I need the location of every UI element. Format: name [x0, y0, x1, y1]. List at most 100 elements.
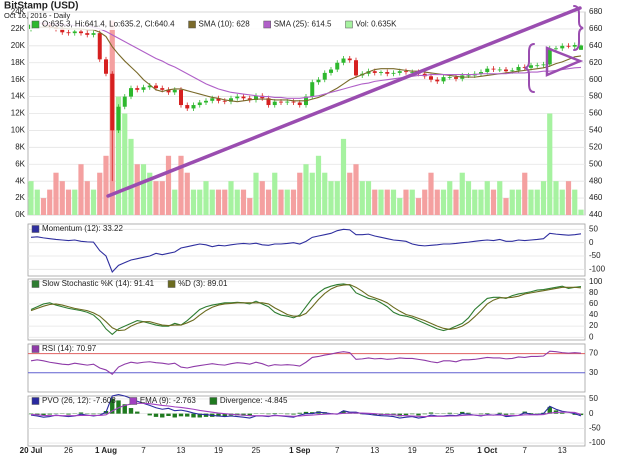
panel: [27, 343, 586, 393]
line: [31, 26, 582, 103]
volume-bar: [290, 189, 297, 215]
candle-body: [341, 58, 346, 63]
volume-bar: [278, 189, 284, 215]
line: [30, 21, 582, 99]
y-tick-label: 640: [589, 41, 603, 50]
volume-bar: [53, 172, 59, 215]
x-tick-label: 1 Aug: [95, 446, 117, 455]
y2-tick-label: 16K: [11, 75, 26, 84]
candle-body: [497, 69, 502, 71]
candle-body: [572, 44, 577, 47]
volume-bar: [134, 164, 140, 215]
legend-label: PVO (26, 12): -7.608: [42, 396, 116, 405]
volume-bar: [153, 181, 159, 215]
volume-bar: [65, 189, 72, 215]
candle-body: [110, 73, 115, 131]
volume-bar: [122, 113, 128, 215]
bar: [466, 412, 471, 414]
volume-bar: [215, 189, 222, 215]
candle-body: [104, 59, 108, 74]
volume-bar: [340, 138, 347, 215]
candle-body: [147, 85, 152, 88]
volume-bar: [403, 189, 409, 215]
candle-body: [116, 106, 121, 131]
candle-body: [185, 105, 190, 109]
candle-body: [135, 88, 140, 90]
line: [30, 228, 582, 274]
volume-bar: [59, 181, 65, 215]
candle-body: [485, 68, 490, 73]
legend-swatch: [129, 397, 138, 405]
volume-bar: [478, 189, 484, 215]
y2-tick-label: 4K: [15, 176, 25, 185]
volume-bar: [528, 189, 534, 215]
legend-swatch: [31, 225, 40, 233]
bar: [503, 413, 509, 415]
volume-bar: [97, 172, 103, 215]
candle-body: [454, 77, 458, 79]
y2-tick-label: 12K: [11, 109, 26, 118]
candle-body: [297, 102, 302, 106]
candle-body: [254, 95, 258, 100]
y-tick-label: 0: [589, 332, 594, 341]
y-tick-label: 70: [589, 349, 598, 358]
candle-body: [247, 98, 252, 100]
bar: [310, 412, 315, 414]
x-tick-label: 20 Jul: [20, 446, 43, 455]
volume-bar: [572, 189, 578, 215]
x-tick-label: 7: [335, 446, 340, 455]
candle-body: [429, 76, 433, 80]
candle-body: [172, 89, 177, 93]
volume-bar: [234, 189, 240, 215]
x-tick-label: 7: [141, 446, 146, 455]
bar: [303, 411, 309, 414]
candle-body: [385, 72, 390, 74]
volume-bar: [378, 189, 384, 215]
x-tick-label: 1 Sep: [289, 446, 310, 455]
bar: [285, 413, 290, 415]
volume-bar: [247, 198, 253, 215]
volume-bar: [203, 181, 209, 215]
candle-body: [466, 75, 471, 77]
bar: [147, 413, 152, 416]
candle-body: [435, 79, 440, 82]
y-tick-label: 520: [589, 142, 603, 151]
x-tick-label: 13: [370, 446, 379, 455]
candle-body: [241, 96, 246, 99]
y-tick-label: 0: [589, 409, 594, 418]
bar: [447, 412, 452, 414]
candle-body: [410, 72, 415, 73]
volume-bar: [197, 189, 203, 215]
legend-swatch: [188, 20, 196, 29]
main-layer: 4404604805005205405605806006206406606800…: [11, 7, 606, 455]
legend-label: Divergence: -4.845: [220, 396, 288, 405]
candle-body: [285, 101, 290, 103]
left-brace: [524, 43, 535, 93]
legend-swatch: [263, 20, 271, 29]
legend-label: RSI (14): 70.97: [42, 344, 97, 353]
panel: [27, 278, 586, 341]
legend-swatch: [31, 397, 40, 405]
y2-tick-label: 10K: [11, 126, 26, 135]
candle-body: [347, 58, 352, 61]
y-tick-label: 560: [589, 109, 603, 118]
candle-body: [447, 77, 452, 78]
legend-swatch: [209, 397, 218, 405]
panel: [27, 223, 586, 277]
volume-bar: [384, 189, 390, 215]
volume-bar: [265, 189, 272, 215]
bar: [341, 411, 346, 414]
volume-bar: [359, 181, 365, 215]
bar: [122, 404, 127, 414]
candle-body: [229, 98, 233, 102]
candle-body: [197, 102, 202, 106]
bar: [272, 413, 277, 414]
bar: [128, 408, 134, 414]
bar: [416, 413, 421, 416]
volume-bar: [472, 189, 478, 215]
candle-body: [535, 65, 540, 67]
triangle: [545, 46, 584, 77]
volume-bar: [284, 189, 290, 215]
x-tick-label: 7: [523, 446, 528, 455]
